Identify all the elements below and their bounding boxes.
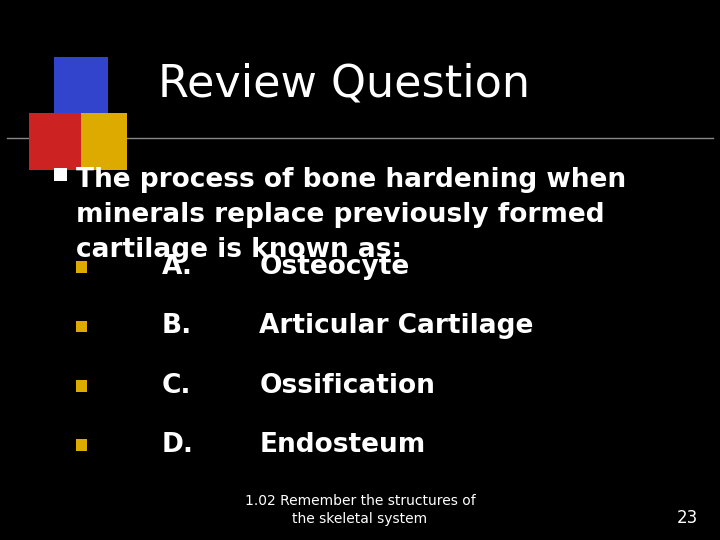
Text: B.: B. [162,313,192,339]
Bar [76,440,87,451]
Text: Ossification: Ossification [259,373,435,399]
Text: Endosteum: Endosteum [259,432,426,458]
Bar [76,321,87,332]
Bar [76,261,87,273]
Text: A.: A. [162,254,193,280]
Bar [81,113,127,170]
Bar [54,57,108,130]
Text: D.: D. [162,432,194,458]
Text: Osteocyte: Osteocyte [259,254,410,280]
Text: The process of bone hardening when
minerals replace previously formed
cartilage : The process of bone hardening when miner… [76,167,626,264]
Bar [54,168,67,181]
Text: C.: C. [162,373,192,399]
Text: 23: 23 [677,509,698,528]
Text: Articular Cartilage: Articular Cartilage [259,313,534,339]
Text: Review Question: Review Question [158,62,531,105]
Text: 1.02 Remember the structures of
the skeletal system: 1.02 Remember the structures of the skel… [245,494,475,526]
Bar [29,113,83,170]
Bar [76,380,87,392]
